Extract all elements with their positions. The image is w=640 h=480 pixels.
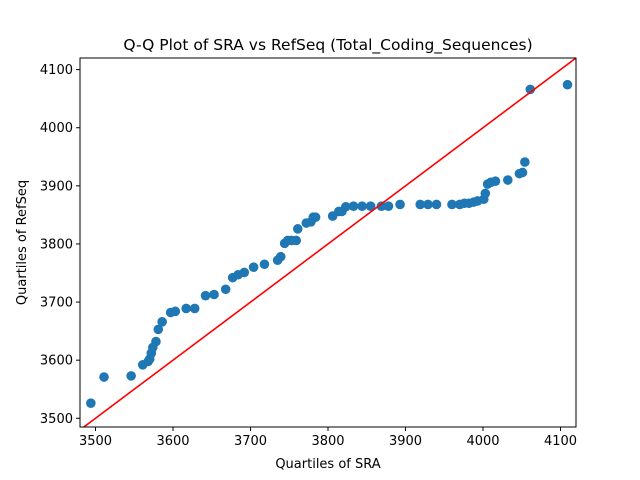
data-point [447, 199, 457, 210]
y-axis-ticks: 3500 3600 3700 3800 3900 4000 4100 [40, 63, 80, 427]
data-point [525, 84, 536, 95]
x-tick-label: 3500 [79, 434, 112, 449]
data-point [341, 201, 351, 212]
data-point [365, 201, 376, 211]
x-tick-label: 4100 [544, 434, 577, 449]
x-axis-label: Quartiles of SRA [275, 457, 380, 472]
data-point [126, 371, 136, 381]
data-point [275, 251, 286, 262]
data-point [562, 79, 573, 90]
x-tick-label: 3600 [156, 434, 189, 449]
chart-title: Q-Q Plot of SRA vs RefSeq (Total_Coding_… [123, 36, 532, 55]
data-point [99, 372, 109, 382]
plot-content [82, 58, 576, 427]
data-point [517, 167, 528, 178]
y-tick-label: 3800 [40, 237, 73, 252]
data-point [157, 317, 167, 327]
data-point [153, 324, 164, 335]
x-tick-label: 4000 [466, 434, 499, 449]
x-axis-ticks: 3500 3600 3700 3800 3900 4000 4100 [79, 427, 577, 449]
data-point [170, 306, 181, 317]
data-point [259, 259, 270, 270]
y-tick-label: 3500 [40, 412, 73, 427]
data-point [383, 201, 394, 211]
plot-frame [79, 57, 577, 428]
x-tick-label: 3900 [389, 434, 422, 449]
data-point [220, 284, 231, 295]
data-point [151, 336, 161, 347]
data-point [209, 289, 219, 300]
y-tick-label: 3900 [40, 179, 73, 194]
reference-line [82, 58, 576, 427]
y-axis-label: Quartiles of RefSeq [15, 180, 30, 305]
data-point [291, 235, 302, 246]
data-point [189, 303, 200, 314]
data-point [520, 157, 530, 167]
data-point [431, 199, 442, 210]
data-point [310, 212, 321, 223]
x-tick-label: 3800 [311, 434, 344, 449]
data-point [503, 175, 513, 185]
data-points [86, 79, 573, 408]
data-point [480, 188, 491, 199]
y-tick-label: 4100 [40, 63, 73, 78]
data-point [357, 201, 367, 211]
data-point [395, 199, 405, 210]
y-tick-label: 4000 [40, 121, 73, 136]
data-point [415, 199, 426, 210]
data-point [490, 176, 501, 186]
data-point [248, 262, 259, 272]
y-tick-label: 3700 [40, 296, 73, 311]
data-point [423, 199, 433, 210]
data-point [376, 201, 387, 211]
data-point [86, 398, 96, 408]
data-point [181, 303, 191, 314]
x-tick-label: 3700 [234, 434, 267, 449]
y-tick-label: 3600 [40, 354, 73, 369]
data-point [348, 201, 359, 211]
data-point [292, 224, 303, 234]
data-point [200, 290, 211, 301]
data-point [239, 267, 250, 278]
